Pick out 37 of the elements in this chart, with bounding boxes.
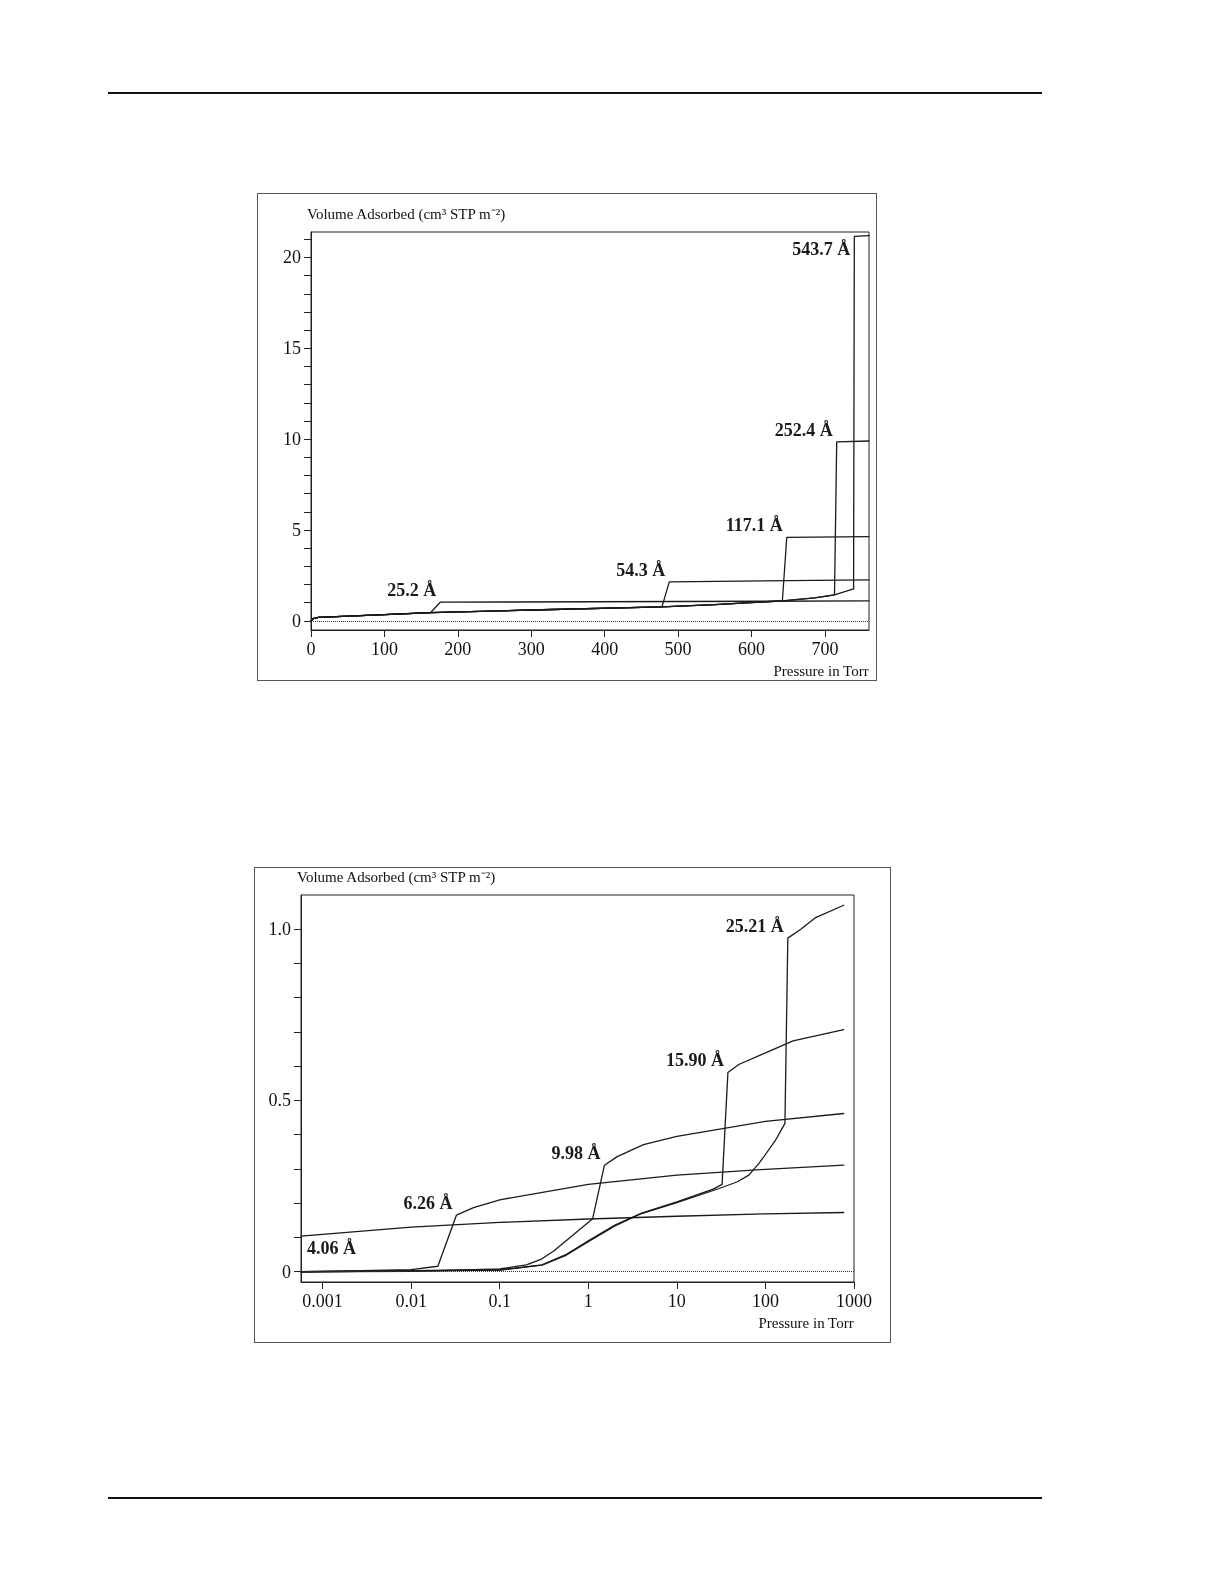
y-axis-title: Volume Adsorbed (cm³ STP m⁻²) bbox=[307, 205, 506, 223]
y-tick-label: 0 bbox=[282, 1261, 291, 1282]
x-tick-label: 1 bbox=[583, 1291, 593, 1311]
x-tick-label: 0.1 bbox=[488, 1291, 511, 1311]
y-tick-label: 1.0 bbox=[268, 919, 291, 940]
series-label: 4.06 Å bbox=[307, 1238, 356, 1259]
y-tick-label: 20 bbox=[283, 247, 301, 268]
y-tick-label: 10 bbox=[283, 429, 301, 450]
series-label: 15.90 Å bbox=[665, 1050, 724, 1071]
x-axis-title: Pressure in Torr bbox=[773, 662, 869, 679]
series-label: 252.4 Å bbox=[774, 419, 833, 440]
y-tick-label: 5 bbox=[292, 520, 301, 541]
x-tick-label: 100 bbox=[370, 639, 398, 659]
y-tick-label: 0 bbox=[292, 610, 301, 631]
x-tick-label: 500 bbox=[664, 639, 692, 659]
series-label: 543.7 Å bbox=[792, 239, 851, 260]
x-tick-label: 0.001 bbox=[302, 1291, 343, 1311]
x-tick-label: 0.01 bbox=[395, 1291, 427, 1311]
x-tick-label: 200 bbox=[444, 639, 472, 659]
series-label: 6.26 Å bbox=[403, 1193, 453, 1214]
series-label: 54.3 Å bbox=[616, 559, 666, 580]
x-axis-title: Pressure in Torr bbox=[758, 1314, 854, 1331]
series-label: 117.1 Å bbox=[725, 515, 783, 536]
y-axis-title: Volume Adsorbed (cm³ STP m⁻²) bbox=[297, 868, 496, 886]
x-tick-label: 10 bbox=[667, 1291, 686, 1311]
x-tick-label: 300 bbox=[517, 639, 545, 659]
x-tick-label: 0 bbox=[306, 639, 316, 659]
x-tick-label: 400 bbox=[591, 639, 619, 659]
y-tick-label: 0.5 bbox=[268, 1090, 291, 1111]
series-label: 9.98 Å bbox=[551, 1143, 601, 1164]
series-label: 25.21 Å bbox=[725, 916, 784, 937]
x-tick-label: 100 bbox=[751, 1291, 779, 1311]
y-tick-label: 15 bbox=[283, 338, 301, 359]
x-tick-label: 1000 bbox=[836, 1291, 872, 1311]
x-tick-label: 600 bbox=[738, 639, 766, 659]
x-tick-label: 700 bbox=[811, 639, 839, 659]
series-label: 25.2 Å bbox=[387, 580, 437, 601]
